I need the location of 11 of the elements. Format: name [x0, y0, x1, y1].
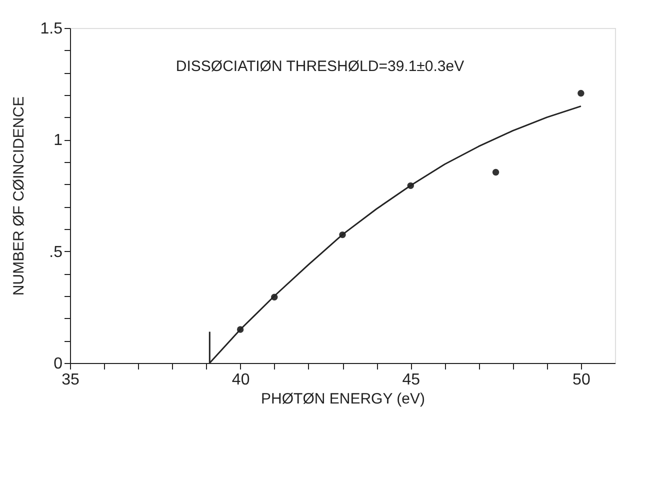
x-tick-label: 45 [402, 372, 420, 388]
y-axis-title: NUMBER ØF CØINCIDENCE [10, 96, 28, 296]
y-tick-label: 1.5 [40, 20, 63, 38]
x-tick-label: 40 [232, 372, 250, 388]
x-axis-title: PHØTØN ENERGY (eV) [261, 390, 425, 408]
y-tick-label: 0 [54, 356, 63, 372]
y-tick-label: 1 [54, 132, 63, 150]
x-tick-label: 50 [572, 372, 590, 388]
annotation: DISSØCIATIØN THRESHØLD=39.1±0.3eV [176, 58, 464, 75]
x-tick-label: 35 [62, 372, 80, 388]
y-tick-label: .5 [49, 244, 63, 261]
